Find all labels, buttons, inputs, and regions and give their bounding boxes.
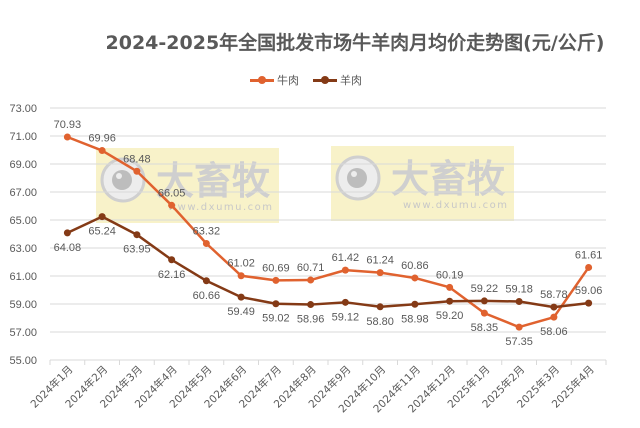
y-tick-label: 67.00 — [9, 187, 37, 199]
data-point-marker[interactable] — [307, 276, 315, 284]
chart-title: 2024-2025年全国批发市场牛羊肉月均价走势图(元/公斤) — [105, 32, 605, 54]
data-point-marker[interactable] — [376, 303, 384, 311]
data-label: 65.24 — [88, 226, 116, 238]
legend-lamb-label: 羊肉 — [340, 74, 362, 87]
data-point-marker[interactable] — [63, 133, 71, 141]
data-point-marker[interactable] — [585, 299, 593, 307]
eye-icon — [347, 168, 367, 188]
data-label: 63.32 — [193, 226, 221, 238]
data-label: 69.96 — [88, 133, 116, 145]
x-axis: 2024年1月2024年2月2024年3月2024年4月2024年5月2024年… — [28, 360, 607, 415]
data-label: 59.49 — [227, 306, 255, 318]
y-tick-label: 69.00 — [9, 159, 37, 171]
data-label: 62.16 — [158, 269, 186, 281]
svg-text:www.dxumu.com: www.dxumu.com — [403, 200, 509, 211]
data-point-marker[interactable] — [585, 263, 593, 271]
data-label: 59.18 — [505, 283, 533, 295]
data-point-marker[interactable] — [237, 272, 245, 280]
data-point-marker[interactable] — [550, 303, 558, 311]
legend-item-beef[interactable]: 牛肉 — [250, 72, 299, 88]
data-point-marker[interactable] — [237, 293, 245, 301]
data-label: 61.61 — [575, 249, 603, 261]
data-point-marker[interactable] — [63, 229, 71, 237]
data-point-marker[interactable] — [98, 213, 106, 221]
data-point-marker[interactable] — [480, 297, 488, 305]
data-point-marker[interactable] — [272, 300, 280, 308]
data-point-marker[interactable] — [133, 231, 141, 239]
data-label: 66.05 — [158, 187, 186, 199]
legend-item-lamb[interactable]: 羊肉 — [313, 72, 362, 88]
legend-beef-swatch-icon — [250, 76, 274, 84]
data-point-marker[interactable] — [515, 323, 523, 331]
data-label: 64.08 — [54, 242, 82, 254]
data-label: 58.98 — [401, 313, 429, 325]
data-label: 59.20 — [436, 310, 464, 322]
y-tick-label: 55.00 — [9, 355, 37, 367]
data-point-marker[interactable] — [411, 274, 419, 282]
data-point-marker[interactable] — [341, 266, 349, 274]
svg-text:大畜牧: 大畜牧 — [156, 159, 271, 203]
data-label: 60.71 — [297, 262, 325, 274]
data-point-marker[interactable] — [272, 276, 280, 284]
data-label: 58.80 — [366, 316, 394, 328]
data-point-marker[interactable] — [307, 301, 315, 309]
y-tick-label: 59.00 — [9, 299, 37, 311]
y-tick-label: 71.00 — [9, 131, 37, 143]
data-point-marker[interactable] — [202, 277, 210, 285]
data-label: 57.35 — [505, 336, 533, 348]
series-lines — [63, 133, 593, 331]
data-label: 60.66 — [193, 290, 221, 302]
chart-legend: 牛肉 羊肉 — [250, 72, 362, 88]
data-point-marker[interactable] — [411, 300, 419, 308]
data-point-marker[interactable] — [446, 283, 454, 291]
data-label: 59.06 — [575, 285, 603, 297]
data-point-marker[interactable] — [98, 147, 106, 155]
data-label: 63.95 — [123, 244, 151, 256]
data-point-marker[interactable] — [376, 269, 384, 277]
legend-lamb-swatch-icon — [313, 76, 337, 84]
data-point-marker[interactable] — [168, 256, 176, 264]
y-axis: 55.00 57.00 59.00 61.00 63.00 65.00 67.00 69.00… — [9, 103, 37, 367]
data-label: 60.19 — [436, 269, 464, 281]
data-label: 70.93 — [54, 119, 82, 131]
y-tick-label: 65.00 — [9, 215, 37, 227]
eye-icon — [112, 170, 132, 190]
data-point-marker[interactable] — [515, 297, 523, 305]
data-point-marker[interactable] — [133, 167, 141, 175]
y-tick-label: 73.00 — [9, 103, 37, 115]
data-label: 61.02 — [227, 258, 255, 270]
y-tick-label: 61.00 — [9, 271, 37, 283]
y-tick-label: 63.00 — [9, 243, 37, 255]
data-label: 61.42 — [332, 252, 360, 264]
data-label: 58.35 — [471, 322, 499, 334]
data-label: 58.96 — [297, 314, 325, 326]
data-label: 58.06 — [540, 326, 568, 338]
y-tick-label: 57.00 — [9, 327, 37, 339]
data-label: 59.02 — [262, 313, 290, 325]
legend-beef-label: 牛肉 — [277, 74, 299, 87]
data-point-marker[interactable] — [341, 298, 349, 306]
data-point-marker[interactable] — [446, 297, 454, 305]
data-point-marker[interactable] — [480, 309, 488, 317]
data-point-marker[interactable] — [168, 201, 176, 209]
data-point-marker[interactable] — [202, 240, 210, 248]
svg-text:www.dxumu.com: www.dxumu.com — [168, 202, 274, 213]
data-labels: 70.93 69.96 68.48 66.05 63.32 61.02 60.69 60.71… — [54, 119, 603, 348]
data-label: 59.12 — [332, 311, 360, 323]
data-label: 60.69 — [262, 262, 290, 274]
data-label: 58.78 — [540, 289, 568, 301]
data-label: 61.24 — [366, 255, 394, 267]
data-label: 59.22 — [471, 283, 499, 295]
data-label: 68.48 — [123, 153, 151, 165]
data-label: 60.86 — [401, 260, 429, 272]
data-point-marker[interactable] — [550, 313, 558, 321]
